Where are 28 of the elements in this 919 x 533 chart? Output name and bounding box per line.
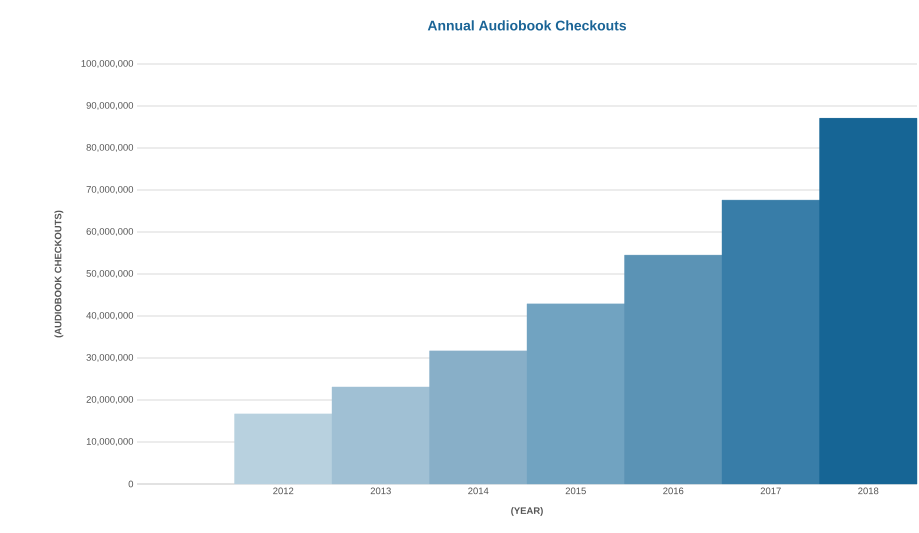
bar bbox=[234, 414, 332, 484]
y-tick-label: 70,000,000 bbox=[86, 186, 134, 194]
y-axis-title: (AUDIOBOOK CHECKOUTS) bbox=[54, 210, 64, 338]
y-tick-label: 40,000,000 bbox=[86, 312, 134, 320]
x-axis-title: (YEAR) bbox=[511, 507, 543, 516]
y-tick-label: 0 bbox=[128, 480, 134, 488]
y-tick-label: 90,000,000 bbox=[86, 102, 134, 110]
y-tick-label: 50,000,000 bbox=[86, 270, 134, 278]
x-tick-label: 2016 bbox=[663, 488, 684, 494]
y-tick-label: 30,000,000 bbox=[86, 354, 134, 362]
y-tick-label: 100,000,000 bbox=[82, 60, 134, 68]
x-tick-label: 2018 bbox=[858, 488, 878, 494]
bar bbox=[429, 350, 528, 484]
x-tick-label: 2012 bbox=[273, 488, 294, 494]
y-tick-label: 80,000,000 bbox=[86, 144, 134, 152]
bar bbox=[332, 386, 430, 484]
x-tick-label: 2017 bbox=[760, 488, 781, 494]
bar bbox=[526, 304, 625, 484]
x-tick-label: 2014 bbox=[468, 488, 488, 494]
x-tick-label: 2013 bbox=[370, 488, 391, 494]
bar bbox=[624, 254, 722, 484]
bar bbox=[819, 118, 918, 484]
x-tick-label: 2015 bbox=[566, 488, 586, 494]
bar bbox=[722, 200, 820, 484]
y-tick-label: 20,000,000 bbox=[86, 396, 134, 404]
y-tick-label: 10,000,000 bbox=[86, 438, 134, 446]
y-tick-label: 60,000,000 bbox=[86, 228, 134, 236]
chart-title: Annual Audiobook Checkouts bbox=[428, 20, 626, 30]
